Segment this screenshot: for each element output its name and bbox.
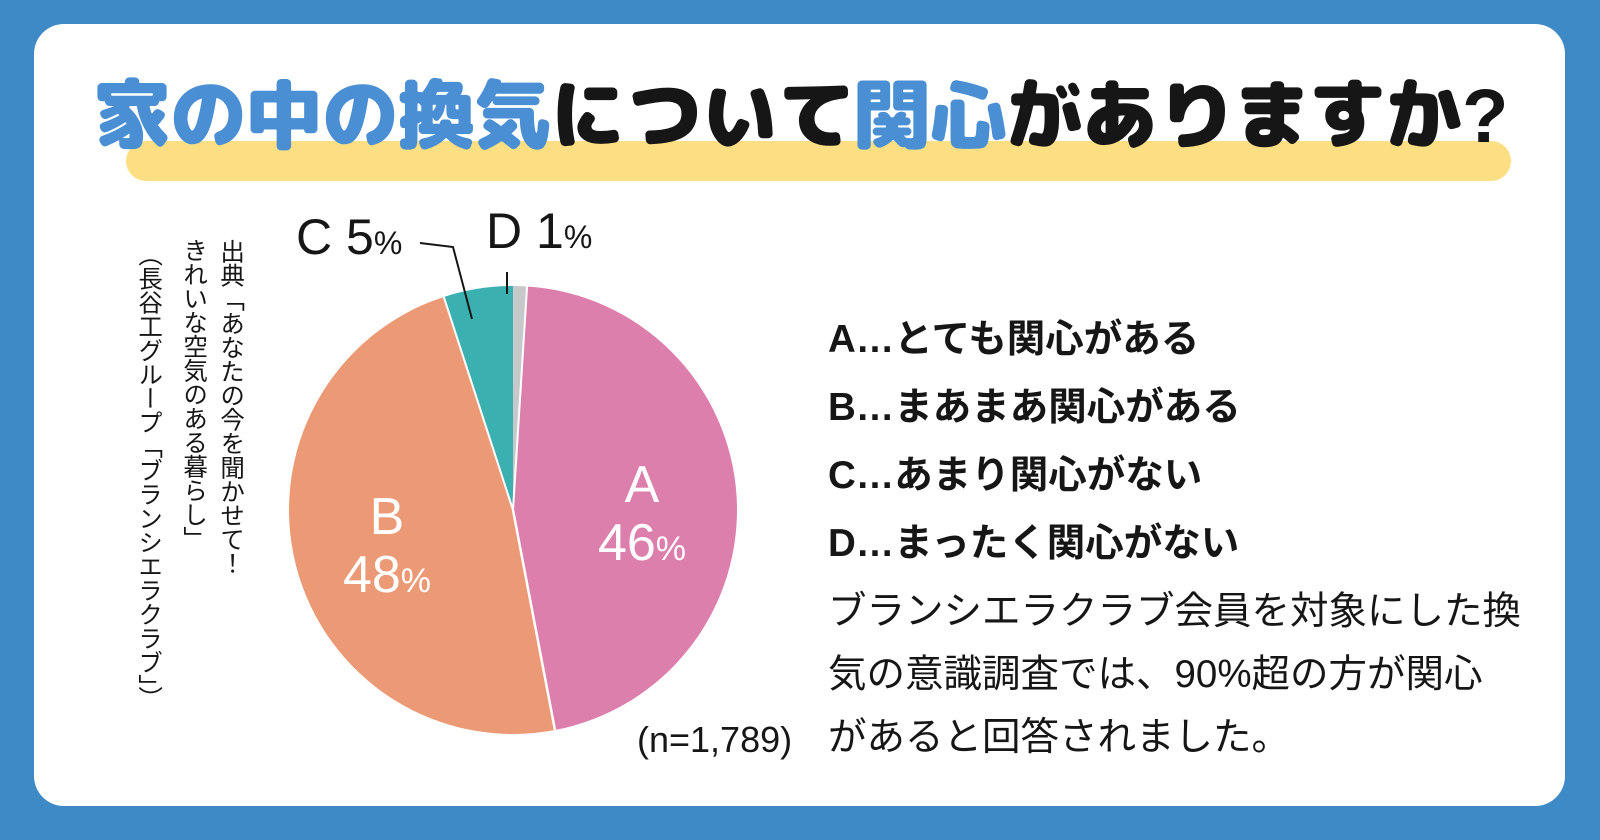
svg-text:B: B — [370, 488, 405, 546]
svg-text:D 1%: D 1% — [486, 203, 592, 259]
svg-text:A: A — [625, 456, 660, 514]
svg-text:(n=1,789): (n=1,789) — [637, 719, 792, 760]
svg-text:C 5%: C 5% — [296, 209, 402, 265]
